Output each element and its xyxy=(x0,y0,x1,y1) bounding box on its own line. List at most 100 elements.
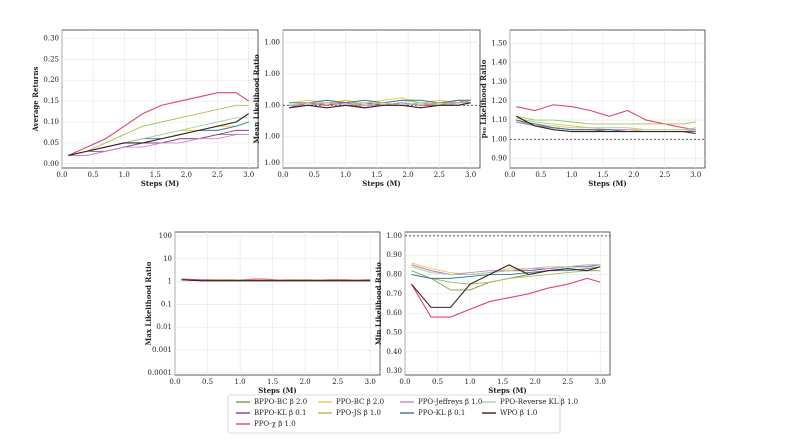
y-tick-label: 1.00 xyxy=(264,133,280,141)
series-line xyxy=(515,115,696,135)
legend-label: PPO-χ β 1.0 xyxy=(254,420,296,428)
y-tick-label: 10 xyxy=(163,255,172,263)
y-tick-label: 1.50 xyxy=(491,39,507,47)
x-tick-label: 2.5 xyxy=(562,378,573,386)
x-tick-label: 2.0 xyxy=(403,171,414,179)
x-tick-label: 1.5 xyxy=(597,171,608,179)
y-tick-label: 0.80 xyxy=(386,271,402,279)
y-tick-label: 1.00 xyxy=(264,159,280,167)
y-tick-label: 1.00 xyxy=(386,232,402,240)
x-tick-label: 0.0 xyxy=(399,378,410,386)
y-tick-label: 0.90 xyxy=(386,251,402,259)
legend-label: BPPO-KL β 0.1 xyxy=(254,409,306,417)
y-tick-label: 0.70 xyxy=(386,290,402,298)
y-tick-label: 0.0001 xyxy=(148,369,173,377)
x-tick-label: 3.0 xyxy=(465,171,476,179)
plot-frame xyxy=(61,29,259,169)
y-tick-label: 1 xyxy=(168,278,172,286)
x-tick-label: 2.0 xyxy=(530,378,541,386)
y-axis-label: Mean Likelihood Ratio xyxy=(252,54,261,144)
x-tick-label: 1.0 xyxy=(235,378,246,386)
series-line xyxy=(67,92,249,156)
x-axis-label: Steps (M) xyxy=(362,179,400,188)
plot-frame xyxy=(509,29,706,169)
plot-frame xyxy=(282,29,481,169)
x-tick-label: 2.5 xyxy=(212,171,223,179)
y-tick-label: 0.30 xyxy=(386,367,402,375)
x-tick-label: 1.5 xyxy=(150,171,161,179)
x-axis-label: Steps (M) xyxy=(588,179,626,188)
y-tick-label: 1.00 xyxy=(264,70,280,78)
x-tick-label: 2.5 xyxy=(659,171,670,179)
x-tick-label: 1.5 xyxy=(497,378,508,386)
legend-label: PPO-Jeffreys β 1.0 xyxy=(418,398,482,406)
series-line xyxy=(516,115,696,125)
x-tick-label: 0.5 xyxy=(88,171,99,179)
y-tick-label: 0.40 xyxy=(386,348,402,356)
series-line xyxy=(411,266,601,279)
y-tick-label: 0.30 xyxy=(43,34,59,42)
y-tick-label: 0.10 xyxy=(43,118,59,126)
x-tick-label: 1.0 xyxy=(340,171,351,179)
y-tick-label: 0.05 xyxy=(43,139,59,147)
y-axis-label: Max Likelihood Ratio xyxy=(144,261,153,345)
y-tick-label: 1.40 xyxy=(491,59,507,67)
series-line xyxy=(181,279,371,282)
x-tick-label: 2.5 xyxy=(332,378,343,386)
y-tick-label: 1.10 xyxy=(491,116,507,124)
series-line xyxy=(411,277,601,318)
x-tick-label: 2.0 xyxy=(300,378,311,386)
y-tick-label: 0.001 xyxy=(152,346,172,354)
x-tick-label: 3.0 xyxy=(595,378,606,386)
x-tick-label: 0.0 xyxy=(56,171,67,179)
plot-frame xyxy=(174,231,381,376)
x-axis-label: Steps (M) xyxy=(258,386,296,395)
x-axis-label: Steps (M) xyxy=(141,179,179,188)
series-line xyxy=(289,102,471,106)
series-line xyxy=(411,264,601,308)
y-tick-label: 1.30 xyxy=(491,78,507,86)
x-tick-label: 0.5 xyxy=(535,171,546,179)
x-tick-label: 3.0 xyxy=(690,171,701,179)
legend-label: PPO-JS β 1.0 xyxy=(336,409,381,417)
x-tick-label: 1.0 xyxy=(119,171,130,179)
x-tick-label: 2.0 xyxy=(181,171,192,179)
series-line xyxy=(411,270,601,285)
y-tick-label: 0.1 xyxy=(161,300,172,308)
x-tick-label: 1.0 xyxy=(566,171,577,179)
y-tick-label: 0.20 xyxy=(43,76,59,84)
x-tick-label: 0.0 xyxy=(169,378,180,386)
x-tick-label: 0.0 xyxy=(504,171,515,179)
x-tick-label: 2.5 xyxy=(434,171,445,179)
x-tick-label: 0.0 xyxy=(277,171,288,179)
x-tick-label: 1.5 xyxy=(267,378,278,386)
x-tick-label: 1.5 xyxy=(371,171,382,179)
y-tick-label: 1.00 xyxy=(491,135,507,143)
y-axis-label: p₉₀ Likelihood Ratio xyxy=(479,59,488,138)
series-line xyxy=(289,102,471,109)
x-tick-label: 1.0 xyxy=(465,378,476,386)
y-tick-label: 0.00 xyxy=(43,160,59,168)
y-tick-label: 1.00 xyxy=(264,39,280,47)
y-tick-label: 0.25 xyxy=(43,55,59,63)
x-tick-label: 3.0 xyxy=(243,171,254,179)
y-tick-label: 0.60 xyxy=(386,309,402,317)
legend-label: PPO-KL β 0.1 xyxy=(418,409,465,417)
series-line xyxy=(411,264,601,275)
plot-frame xyxy=(404,231,611,376)
y-tick-label: 0.90 xyxy=(491,154,507,162)
x-tick-label: 2.0 xyxy=(628,171,639,179)
legend-label: BPPO-BC β 2.0 xyxy=(254,398,307,406)
y-tick-label: 0.01 xyxy=(156,323,172,331)
y-axis-label: Min Likelihood Ratio xyxy=(374,262,383,345)
legend-label: PPO-Reverse KL β 1.0 xyxy=(500,398,578,406)
y-tick-label: 1.20 xyxy=(491,97,507,105)
series-line xyxy=(516,117,696,131)
x-tick-label: 0.5 xyxy=(432,378,443,386)
x-axis-label: Steps (M) xyxy=(488,386,526,395)
y-axis-label: Average Returns xyxy=(31,66,40,132)
series-line xyxy=(516,104,696,131)
series-line xyxy=(68,113,249,156)
x-tick-label: 3.0 xyxy=(365,378,376,386)
x-tick-label: 0.5 xyxy=(202,378,213,386)
